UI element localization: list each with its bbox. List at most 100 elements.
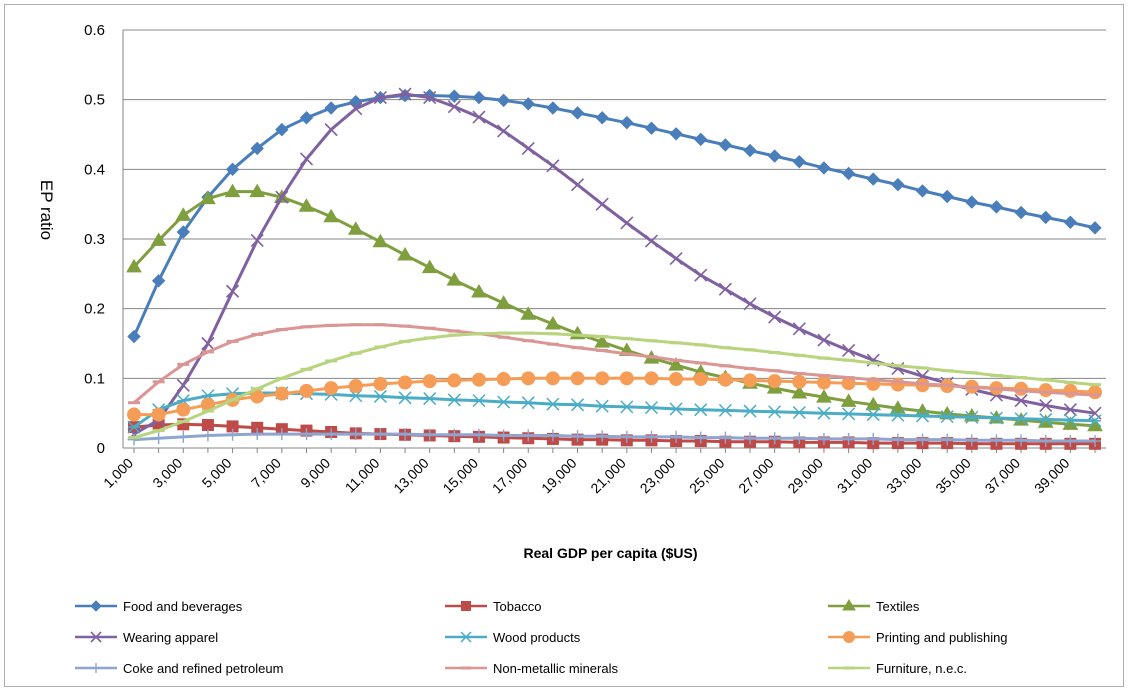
- data-point: [200, 190, 216, 205]
- data-point: [620, 430, 633, 443]
- data-point: [891, 433, 904, 446]
- data-point: [767, 149, 782, 163]
- data-point: [1089, 435, 1101, 448]
- x-tick-label: 23,000: [637, 455, 679, 497]
- data-point: [989, 200, 1004, 214]
- x-tick-label: 1,000: [100, 455, 136, 491]
- data-point-stroke: [275, 190, 289, 204]
- data-point: [472, 90, 486, 105]
- data-point: [251, 428, 264, 441]
- data-point: [940, 189, 954, 204]
- data-point: [127, 407, 141, 422]
- data-point: [348, 378, 363, 393]
- series-food-and-beverages: [127, 88, 1102, 344]
- data-point-stroke: [373, 91, 387, 105]
- x-tick-label: 35,000: [932, 455, 974, 497]
- data-point: [816, 389, 832, 403]
- data-point: [521, 141, 535, 155]
- data-point: [645, 430, 658, 443]
- data-point: [620, 216, 634, 230]
- data-point-stroke: [90, 631, 102, 643]
- series-line: [132, 190, 1096, 428]
- data-point: [694, 403, 708, 417]
- data-point: [522, 429, 535, 442]
- x-tick-label: 21,000: [587, 455, 629, 497]
- data-point: [325, 428, 338, 441]
- x-tick-label: 3,000: [149, 455, 185, 491]
- data-point: [373, 389, 387, 403]
- series-printing-and-publishing: [127, 371, 1102, 422]
- data-point: [1063, 403, 1077, 417]
- data-point: [497, 429, 510, 442]
- data-point: [768, 405, 782, 419]
- data-point: [890, 400, 906, 414]
- data-point: [521, 97, 535, 111]
- data-point: [719, 431, 732, 444]
- data-point-stroke: [1014, 394, 1028, 408]
- y-tick-label: 0.1: [84, 370, 105, 387]
- data-point: [398, 87, 412, 101]
- data-point: [201, 429, 214, 442]
- data-point: [792, 405, 806, 420]
- data-point: [915, 409, 930, 423]
- x-tick-label: 15,000: [439, 455, 481, 497]
- legend-item: Furniture, n.e.c.: [828, 661, 967, 676]
- data-point: [1015, 434, 1028, 447]
- data-point: [644, 401, 658, 415]
- data-point: [176, 378, 190, 392]
- data-point: [324, 123, 338, 137]
- data-point: [596, 430, 609, 443]
- data-point: [423, 428, 436, 441]
- x-tick-label: 33,000: [883, 455, 925, 497]
- data-point: [668, 357, 684, 371]
- data-point-stroke: [694, 268, 708, 282]
- data-point: [520, 306, 537, 320]
- data-point: [447, 100, 461, 114]
- legend-label: Wearing apparel: [123, 630, 218, 645]
- data-point: [940, 410, 954, 424]
- data-point-stroke: [546, 159, 560, 173]
- data-point: [595, 371, 610, 386]
- data-point: [694, 132, 708, 147]
- legend-item: Coke and refined petroleum: [75, 661, 283, 676]
- series-line: [133, 422, 1095, 446]
- data-point-stroke: [743, 297, 757, 311]
- y-tick-label: 0.3: [84, 231, 105, 248]
- data-point: [1039, 435, 1052, 448]
- data-point: [743, 373, 758, 388]
- x-tick-label: 39,000: [1031, 455, 1073, 497]
- data-point: [620, 115, 634, 130]
- data-point: [718, 403, 732, 417]
- data-point-stroke: [1039, 398, 1053, 413]
- data-point: [249, 183, 266, 198]
- data-point: [866, 172, 880, 186]
- data-point: [323, 208, 339, 223]
- data-point: [250, 141, 264, 156]
- data-point: [349, 389, 363, 403]
- data-point: [594, 334, 611, 348]
- data-point: [90, 600, 102, 612]
- x-tick-label: 27,000: [735, 455, 777, 497]
- x-tick-label: 19,000: [538, 455, 580, 497]
- data-point-stroke: [201, 336, 215, 351]
- data-point-stroke: [595, 197, 609, 211]
- data-point: [546, 429, 559, 442]
- data-point-stroke: [398, 87, 412, 101]
- legend-item: Textiles: [828, 599, 920, 614]
- data-point: [1039, 398, 1053, 413]
- data-point: [817, 161, 831, 175]
- data-point-stroke: [669, 251, 683, 266]
- series-line: [133, 331, 1096, 440]
- data-point: [669, 402, 683, 416]
- x-tick-label: 37,000: [982, 455, 1024, 497]
- data-point: [694, 431, 707, 444]
- data-point: [398, 375, 413, 390]
- x-tick-label: 9,000: [297, 455, 333, 491]
- data-point-stroke: [768, 310, 782, 324]
- data-point: [421, 259, 438, 274]
- data-point: [300, 428, 313, 441]
- data-point: [497, 124, 511, 138]
- data-point: [496, 93, 511, 108]
- data-point: [916, 433, 929, 446]
- data-point: [446, 272, 463, 286]
